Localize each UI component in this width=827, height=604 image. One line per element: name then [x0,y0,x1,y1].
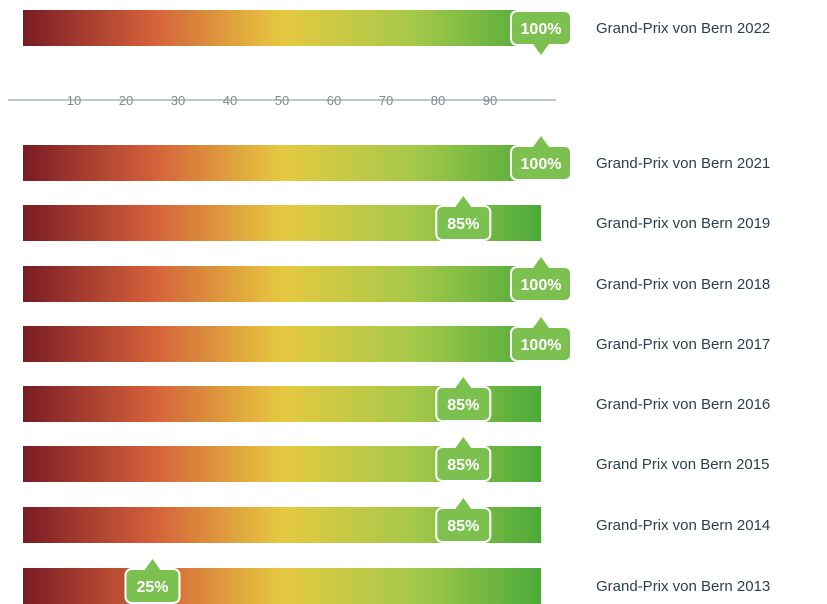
value-marker-pointer-fill [455,437,472,448]
x-tick-label: 90 [483,93,497,108]
bar [23,145,541,181]
category-label: Grand Prix von Bern 2015 [596,456,769,473]
bar-row: 85% Grand-Prix von Bern 2016 [23,375,770,422]
value-marker-pointer-fill [455,377,472,388]
value-label: 100% [521,156,562,173]
value-label: 85% [447,216,479,233]
x-tick-label: 40 [223,93,237,108]
bar-row: 85% Grand Prix von Bern 2015 [23,435,769,482]
bars: 100% Grand-Prix von Bern 2022 100% Grand-Pr… [23,10,770,604]
value-marker-pointer-fill [533,44,549,55]
category-label: Grand-Prix von Bern 2018 [596,276,770,293]
x-tick-label: 50 [275,93,289,108]
bar-row: 100% Grand-Prix von Bern 2017 [23,315,770,362]
bar-row: 85% Grand-Prix von Bern 2019 [23,194,770,241]
value-marker-pointer-fill [533,257,549,268]
x-tick-label: 30 [171,93,185,108]
bar-row: 100% Grand-Prix von Bern 2018 [23,255,770,302]
bar-row: 100% Grand-Prix von Bern 2021 [23,134,770,181]
category-label: Grand-Prix von Bern 2019 [596,215,770,232]
category-label: Grand-Prix von Bern 2013 [596,578,770,595]
value-marker-pointer-fill [533,136,549,147]
bar [23,326,541,362]
bar [23,266,541,302]
x-tick-label: 70 [379,93,393,108]
value-marker-pointer-fill [455,498,472,509]
value-label: 100% [521,337,562,354]
category-label: Grand-Prix von Bern 2021 [596,155,770,172]
value-label: 100% [521,277,562,294]
value-label: 85% [447,397,479,414]
x-tick-label: 80 [431,93,445,108]
x-axis: 10 20 30 40 50 60 70 80 90 [8,93,556,108]
value-marker-pointer-fill [144,559,161,570]
category-label: Grand-Prix von Bern 2014 [596,517,770,534]
bar [23,10,541,46]
x-tick-label: 20 [119,93,133,108]
x-tick-label: 60 [327,93,341,108]
value-label: 85% [447,457,479,474]
value-label: 85% [447,518,479,535]
category-label: Grand-Prix von Bern 2017 [596,336,770,353]
category-label: Grand-Prix von Bern 2022 [596,20,770,37]
x-tick-label: 10 [67,93,81,108]
value-marker-pointer-fill [455,196,472,207]
category-label: Grand-Prix von Bern 2016 [596,396,770,413]
bar-row: 85% Grand-Prix von Bern 2014 [23,496,770,543]
value-label: 25% [136,579,168,596]
value-label: 100% [521,21,562,38]
bar [23,568,541,604]
bar-row: 25% Grand-Prix von Bern 2013 [23,557,770,604]
bar-row: 100% Grand-Prix von Bern 2022 [23,10,770,57]
value-marker-pointer-fill [533,317,549,328]
